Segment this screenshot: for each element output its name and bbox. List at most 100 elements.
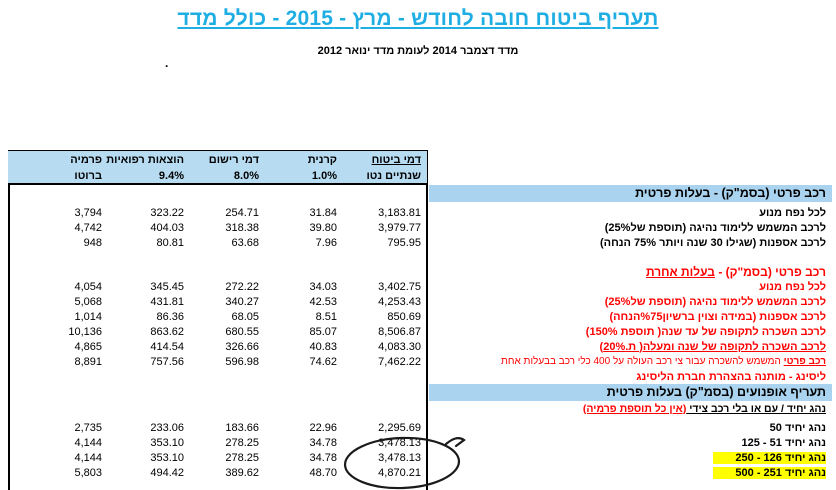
table-row: 948 80.81 63.68 7.96 795.95 לרכב אספנות … [8, 235, 836, 250]
karnit-value: 40.83 [309, 340, 337, 353]
table-row: 8,891 757.56 596.98 74.62 7,462.22 רכב פ… [8, 354, 836, 369]
motorcycle-note: נהג יחיד / עם או בלי רכב צידי (אין כל תו… [582, 402, 826, 415]
premium-gross-value: 3,794 [74, 206, 102, 219]
medical-expenses-value: 414.54 [150, 340, 184, 353]
premium-gross-value: 948 [83, 236, 102, 249]
registration-fee-value: 183.66 [225, 421, 259, 434]
premium-gross-value: 5,068 [74, 295, 102, 308]
table-row: 3,794 323.22 254.71 31.84 3,183.81 לכל נ… [8, 205, 836, 220]
col-header-karnit: קרנית [307, 154, 337, 166]
table-row: 4,742 404.03 318.38 39.80 3,979.77 לרכב … [8, 220, 836, 235]
col-header-registration-pct: 8.0% [233, 170, 259, 182]
karnit-value: 8.51 [315, 310, 337, 323]
net-insurance-value: 3,478.13 [378, 451, 421, 464]
net-insurance-value: 4,253.43 [378, 295, 421, 308]
net-insurance-value: 3,478.13 [378, 436, 421, 449]
table-right-border [426, 150, 428, 490]
karnit-value: 34.78 [309, 436, 337, 449]
premium-gross-value: 2,735 [74, 421, 102, 434]
row-label: לרכב המשמש ללימוד נהיגה (תוספת של25%) [604, 221, 826, 234]
col-header-premium: פרמיה [70, 154, 102, 166]
medical-expenses-value: 353.10 [150, 451, 184, 464]
net-insurance-value: 7,462.22 [378, 355, 421, 368]
karnit-value: 48.70 [309, 466, 337, 479]
premium-gross-value: 8,891 [74, 355, 102, 368]
net-insurance-value: 3,183.81 [378, 206, 421, 219]
banner-label: תעריף אופנועים (בסמ"ק) בעלות פרטית [429, 384, 832, 401]
karnit-value: 39.80 [309, 221, 337, 234]
table-row: 4,144 353.10 278.25 34.78 3,478.13 נהג י… [8, 450, 836, 465]
net-insurance-value: 3,402.75 [378, 280, 421, 293]
registration-fee-value: 278.25 [225, 436, 259, 449]
karnit-value: 31.84 [309, 206, 337, 219]
col-header-premium-sub: ברוטו [74, 170, 102, 182]
net-insurance-value: 8,506.87 [378, 325, 421, 338]
net-insurance-value: 2,295.69 [378, 421, 421, 434]
row-label: לרכב השכרה לתקופה של עד שנה( תוספת 150%) [585, 325, 826, 338]
medical-expenses-value: 80.81 [156, 236, 184, 249]
table-row: 10,136 863.62 680.55 85.07 8,506.87 לרכב… [8, 324, 836, 339]
net-insurance-value: 4,870.21 [378, 466, 421, 479]
row-label: לכל נפח מנוע [759, 280, 826, 293]
leasing-note-row: ליסינג - מותנה בהצהרת חברת הליסינג [8, 369, 836, 384]
karnit-value: 85.07 [309, 325, 337, 338]
leasing-note: ליסינג - מותנה בהצהרת חברת הליסינג [636, 370, 826, 383]
row-label: לרכב המשמש ללימוד נהיגה (תוספת של25%) [604, 295, 826, 308]
karnit-value: 7.96 [315, 236, 337, 249]
karnit-value: 34.03 [309, 280, 337, 293]
medical-expenses-value: 345.45 [150, 280, 184, 293]
registration-fee-value: 340.27 [225, 295, 259, 308]
net-insurance-value: 795.95 [387, 236, 421, 249]
registration-fee-value: 389.62 [225, 466, 259, 479]
table-row: 2,735 233.06 183.66 22.96 2,295.69 נהג י… [8, 420, 836, 435]
medical-expenses-value: 86.36 [156, 310, 184, 323]
karnit-value: 22.96 [309, 421, 337, 434]
tariff-table: פרמיה הוצאות רפואיות דמי רישום קרנית דמי… [0, 150, 836, 490]
section-heading-other-ownership: רכב פרטי (בסמ"ק) - בעלות אחרת [8, 264, 836, 279]
table-row: 1,014 86.36 68.05 8.51 850.69 לרכב אספנו… [8, 309, 836, 324]
premium-gross-value: 4,144 [74, 451, 102, 464]
col-header-medical-pct: 9.4% [158, 170, 184, 182]
medical-expenses-value: 431.81 [150, 295, 184, 308]
table-row: 4,865 414.54 326.66 40.83 4,083.30 לרכב … [8, 339, 836, 354]
premium-gross-value: 4,144 [74, 436, 102, 449]
table-row: 5,803 494.42 389.62 48.70 4,870.21 נהג י… [8, 465, 836, 480]
row-label: נהג יחיד 51 - 125 [741, 436, 826, 449]
row-label: נהג יחיד 126 - 250 [429, 451, 832, 464]
table-row: 5,068 431.81 340.27 42.53 4,253.43 לרכב … [8, 294, 836, 309]
row-label: לכל נפח מנוע [759, 206, 826, 219]
banner-label: רכב פרטי (בסמ"ק) - בעלות פרטית [429, 185, 832, 202]
registration-fee-value: 318.38 [225, 221, 259, 234]
registration-fee-value: 272.22 [225, 280, 259, 293]
col-header-net-sub: שנתיים נטו [366, 170, 421, 182]
registration-fee-value: 596.98 [225, 355, 259, 368]
premium-gross-value: 4,865 [74, 340, 102, 353]
premium-gross-value: 10,136 [68, 325, 102, 338]
table-left-border [8, 150, 10, 490]
row-label: נהג יחיד 251 - 500 [429, 466, 832, 479]
premium-gross-value: 4,054 [74, 280, 102, 293]
medical-expenses-value: 863.62 [150, 325, 184, 338]
table-row: 4,054 345.45 272.22 34.03 3,402.75 לכל נ… [8, 279, 836, 294]
table-row: 4,144 353.10 278.25 34.78 3,478.13 נהג י… [8, 435, 836, 450]
medical-expenses-value: 494.42 [150, 466, 184, 479]
col-header-karnit-pct: 1.0% [311, 170, 337, 182]
row-label: רכב פרטי המשמש להשכרה עבור צי רכב העולה … [501, 356, 826, 367]
section-banner-private: רכב פרטי (בסמ"ק) - בעלות פרטית [8, 185, 836, 202]
registration-fee-value: 254.71 [225, 206, 259, 219]
net-insurance-value: 3,979.77 [378, 221, 421, 234]
row-label: נהג יחיד 50 [769, 421, 826, 434]
karnit-value: 74.62 [309, 355, 337, 368]
medical-expenses-value: 353.10 [150, 436, 184, 449]
medical-expenses-value: 323.22 [150, 206, 184, 219]
premium-gross-value: 4,742 [74, 221, 102, 234]
registration-fee-value: 278.25 [225, 451, 259, 464]
premium-gross-value: 5,803 [74, 466, 102, 479]
motorcycle-note-row: נהג יחיד / עם או בלי רכב צידי (אין כל תו… [8, 401, 836, 416]
karnit-value: 42.53 [309, 295, 337, 308]
medical-expenses-value: 757.56 [150, 355, 184, 368]
registration-fee-value: 68.05 [231, 310, 259, 323]
medical-expenses-value: 404.03 [150, 221, 184, 234]
section-banner-motorcycles: תעריף אופנועים (בסמ"ק) בעלות פרטית [8, 384, 836, 401]
stray-dot: . [165, 56, 169, 70]
